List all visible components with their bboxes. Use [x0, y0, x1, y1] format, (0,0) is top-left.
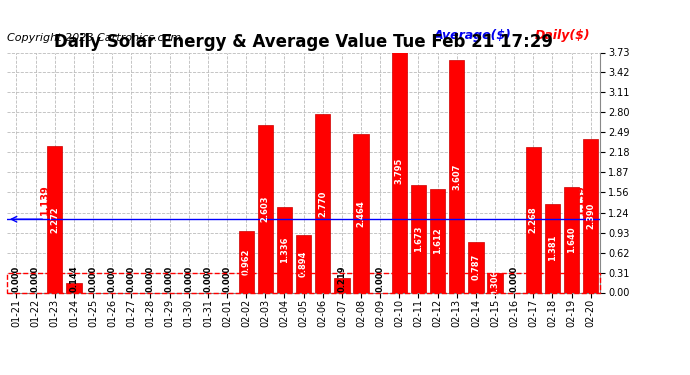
Bar [469, 242, 484, 292]
Bar [257, 125, 273, 292]
Bar [583, 139, 598, 292]
Text: 0.787: 0.787 [471, 254, 480, 280]
Bar [334, 278, 350, 292]
Text: Copyright 2023 Cartronics.com: Copyright 2023 Cartronics.com [7, 33, 181, 43]
Text: 1.381: 1.381 [548, 235, 557, 261]
Bar [430, 189, 445, 292]
Text: 3.607: 3.607 [452, 163, 461, 190]
Bar [564, 187, 579, 292]
Text: 2.268: 2.268 [529, 206, 538, 233]
Text: 1.640: 1.640 [567, 226, 576, 253]
Text: 2.390: 2.390 [586, 202, 595, 229]
Text: 0.144: 0.144 [70, 265, 79, 292]
Text: 3.795: 3.795 [395, 157, 404, 184]
Bar [411, 185, 426, 292]
Text: 0.000: 0.000 [510, 266, 519, 292]
Text: 0.000: 0.000 [223, 266, 232, 292]
Text: Average($): Average($) [434, 29, 512, 42]
Bar [315, 114, 331, 292]
Text: 1.139: 1.139 [40, 184, 50, 215]
Bar [277, 207, 292, 292]
Text: 1.336: 1.336 [280, 236, 289, 263]
Text: 0.219: 0.219 [337, 266, 346, 292]
Text: 2.272: 2.272 [50, 206, 59, 233]
Text: Daily($): Daily($) [535, 29, 591, 42]
Bar [449, 60, 464, 292]
Text: 0.000: 0.000 [165, 266, 174, 292]
Bar [526, 147, 541, 292]
Title: Daily Solar Energy & Average Value Tue Feb 21 17:29: Daily Solar Energy & Average Value Tue F… [54, 33, 553, 51]
Bar [353, 134, 368, 292]
Text: 0.000: 0.000 [127, 266, 136, 292]
Text: 0.000: 0.000 [375, 266, 384, 292]
Text: 2.770: 2.770 [318, 190, 327, 217]
Text: 0.000: 0.000 [204, 266, 213, 292]
Text: 1.673: 1.673 [414, 225, 423, 252]
Bar [296, 235, 311, 292]
Text: 0.894: 0.894 [299, 251, 308, 277]
Bar [392, 48, 407, 292]
Text: 2.603: 2.603 [261, 195, 270, 222]
Bar [66, 283, 81, 292]
Text: 0.306: 0.306 [491, 270, 500, 296]
Text: 0.000: 0.000 [108, 266, 117, 292]
Bar [7, 273, 600, 292]
Text: 0.000: 0.000 [88, 266, 97, 292]
Text: 0.000: 0.000 [12, 266, 21, 292]
Text: 2.464: 2.464 [357, 200, 366, 226]
Text: 0.000: 0.000 [146, 266, 155, 292]
Text: 0.962: 0.962 [241, 248, 250, 275]
Text: 1.612: 1.612 [433, 227, 442, 254]
Bar [239, 231, 254, 292]
Bar [487, 273, 503, 292]
Text: 1.139: 1.139 [576, 184, 586, 215]
Text: 0.000: 0.000 [184, 266, 193, 292]
Text: 0.000: 0.000 [31, 266, 40, 292]
Bar [545, 204, 560, 292]
Bar [47, 146, 62, 292]
